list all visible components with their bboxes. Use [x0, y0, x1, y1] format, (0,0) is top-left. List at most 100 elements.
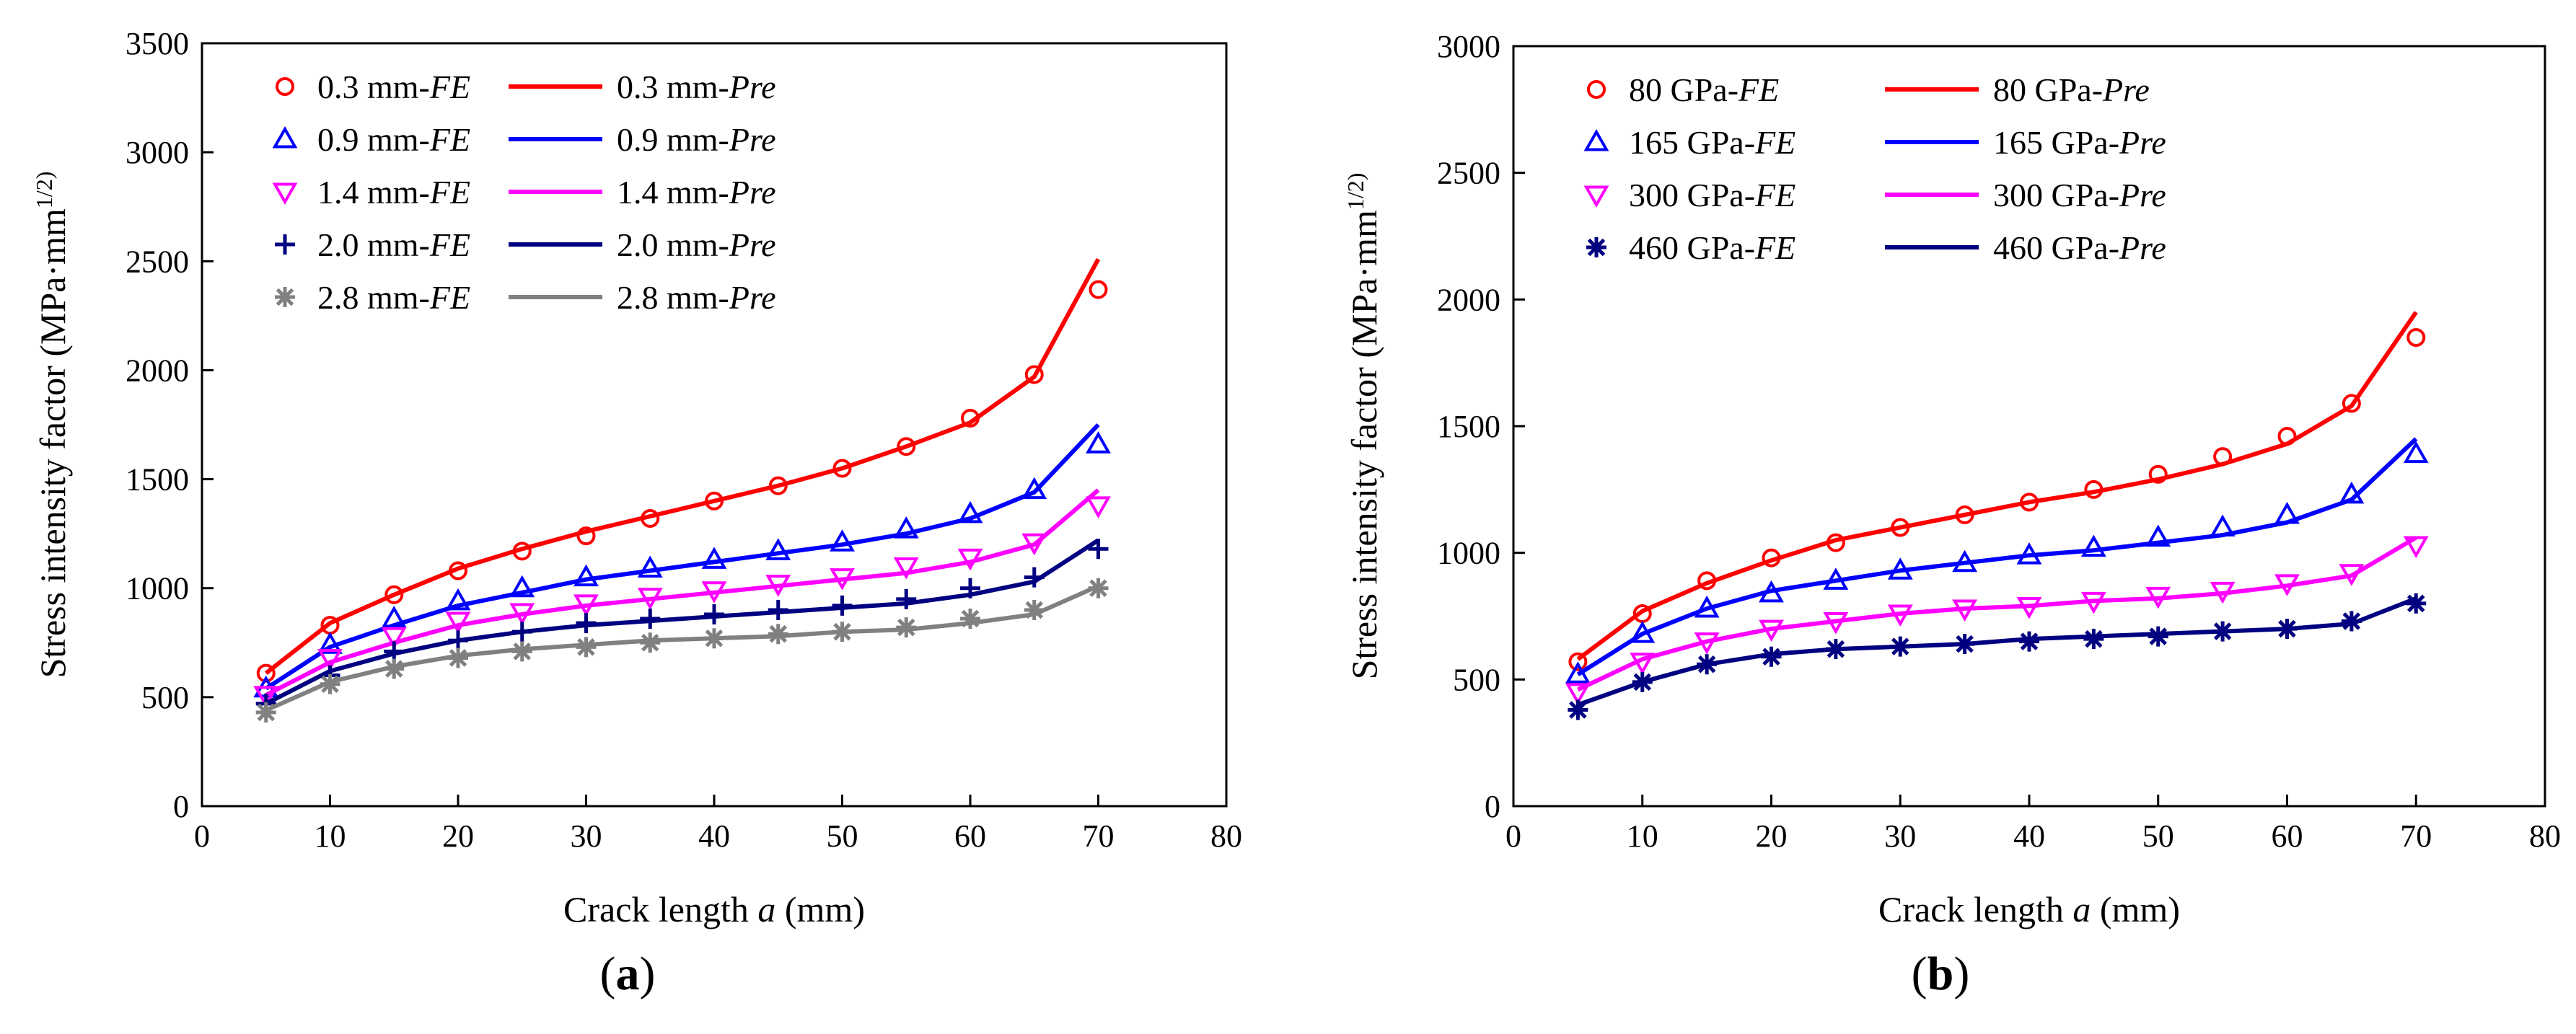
fe-marker [317, 632, 343, 654]
fe-marker [1697, 654, 1718, 675]
fe-marker [1825, 639, 1846, 660]
x-tick-label: 80 [1210, 818, 1242, 854]
y-tick-label: 500 [1453, 662, 1500, 697]
y-tick-label: 2000 [1437, 282, 1500, 317]
fe-marker [1697, 571, 1717, 591]
legend-fe-marker [275, 287, 295, 307]
fe-marker [701, 581, 727, 604]
fe-marker [768, 624, 788, 645]
fe-marker [448, 630, 468, 651]
fe-marker [381, 606, 407, 628]
fe-marker [384, 641, 405, 662]
pre-line [265, 538, 1100, 706]
y-tick-label: 0 [173, 789, 189, 824]
fe-marker [1955, 505, 1974, 524]
x-tick-label: 60 [954, 818, 986, 854]
x-tick-label: 0 [1505, 818, 1521, 854]
x-tick-label: 70 [2400, 818, 2432, 854]
y-tick-label: 1500 [126, 462, 189, 498]
fe-marker [832, 622, 853, 642]
fe-marker [768, 476, 788, 495]
fe-marker [1823, 612, 1849, 635]
fe-marker [1024, 567, 1045, 588]
fe-marker [384, 585, 404, 604]
series-80-GPa [1568, 311, 2426, 671]
x-tick-label: 50 [2142, 818, 2174, 854]
fe-marker [641, 508, 660, 528]
fe-marker [509, 575, 535, 598]
x-axis-title: Crack length a (mm) [563, 889, 865, 929]
fe-marker [1021, 477, 1047, 500]
fe-marker [896, 617, 917, 638]
fe-marker [1890, 636, 1911, 657]
legend-fe-label: 0.3 mm-FE [317, 69, 470, 105]
fe-marker [573, 564, 599, 587]
legend-pre-label: 0.3 mm-Pre [617, 69, 776, 105]
x-tick-label: 0 [194, 818, 210, 854]
fe-marker [768, 599, 788, 620]
fe-marker [317, 648, 343, 671]
fe-marker [2277, 427, 2297, 446]
fe-marker [1630, 653, 1656, 675]
fe-marker [253, 686, 279, 708]
pre-line [1577, 536, 2417, 692]
fe-marker [2019, 631, 2039, 652]
legend-pre-label: 2.8 mm-Pre [617, 279, 776, 316]
fe-marker [704, 604, 724, 624]
fe-marker [1088, 539, 1109, 560]
x-axis-title: Crack length a (mm) [1878, 889, 2180, 929]
fe-marker [2341, 611, 2362, 632]
fe-marker [1086, 496, 1111, 518]
y-tick-label: 1000 [126, 571, 189, 606]
pre-line [265, 423, 1100, 691]
y-tick-label: 500 [141, 680, 189, 715]
x-tick-label: 10 [315, 818, 346, 854]
fe-marker [2403, 441, 2429, 464]
fe-marker [2406, 328, 2426, 348]
fe-marker [957, 500, 983, 523]
y-tick-label: 3500 [126, 26, 189, 61]
legend-fe-label: 1.4 mm-FE [317, 174, 470, 211]
fe-marker [830, 568, 855, 591]
fe-marker [2274, 574, 2300, 596]
pre-line [1576, 311, 2418, 661]
fe-marker [2080, 591, 2106, 614]
fe-marker [1021, 533, 1047, 556]
y-tick-label: 2500 [1437, 156, 1500, 191]
y-tick-label: 1500 [1437, 409, 1500, 444]
legend-fe-label: 2.0 mm-FE [317, 226, 470, 263]
legend: 80 GPa-FE 80 GPa-Pre 165 GPa-FE 165 GPa-Pre… [1583, 71, 2166, 266]
fe-marker [1086, 431, 1111, 454]
panel-label: (b) [1912, 947, 1970, 1000]
y-axis-title: Stress intensity factor (MPa·mm1/2) [1342, 173, 1384, 680]
fe-marker [705, 491, 724, 511]
pre-line [265, 488, 1100, 697]
fe-marker [1952, 549, 1978, 573]
fe-marker [1761, 646, 1782, 667]
fe-marker [576, 526, 596, 546]
series-460-GPa [1568, 593, 2427, 720]
legend-fe-marker [1586, 237, 1606, 257]
pre-line [264, 257, 1101, 675]
y-tick-label: 2000 [126, 353, 189, 388]
fe-marker [576, 613, 597, 634]
fe-marker [2274, 501, 2300, 524]
fe-marker [2016, 596, 2042, 619]
x-tick-label: 70 [1083, 818, 1115, 854]
fe-marker [2403, 536, 2429, 559]
fe-marker [2016, 542, 2042, 565]
legend-fe-label: 165 GPa-FE [1629, 124, 1795, 161]
fe-marker [2145, 524, 2171, 547]
legend-fe-marker [276, 77, 294, 96]
x-tick-label: 30 [1884, 818, 1916, 854]
legend-fe-label: 80 GPa-FE [1629, 71, 1779, 108]
fe-marker [2084, 480, 2104, 499]
fe-marker [320, 673, 340, 694]
legend-fe-marker [1583, 128, 1609, 151]
fe-marker [511, 641, 532, 662]
fe-marker [896, 588, 917, 609]
fe-marker [832, 595, 853, 616]
fe-marker [1826, 533, 1845, 552]
y-axis-title: Stress intensity factor (MPa·mm1/2) [31, 172, 73, 679]
